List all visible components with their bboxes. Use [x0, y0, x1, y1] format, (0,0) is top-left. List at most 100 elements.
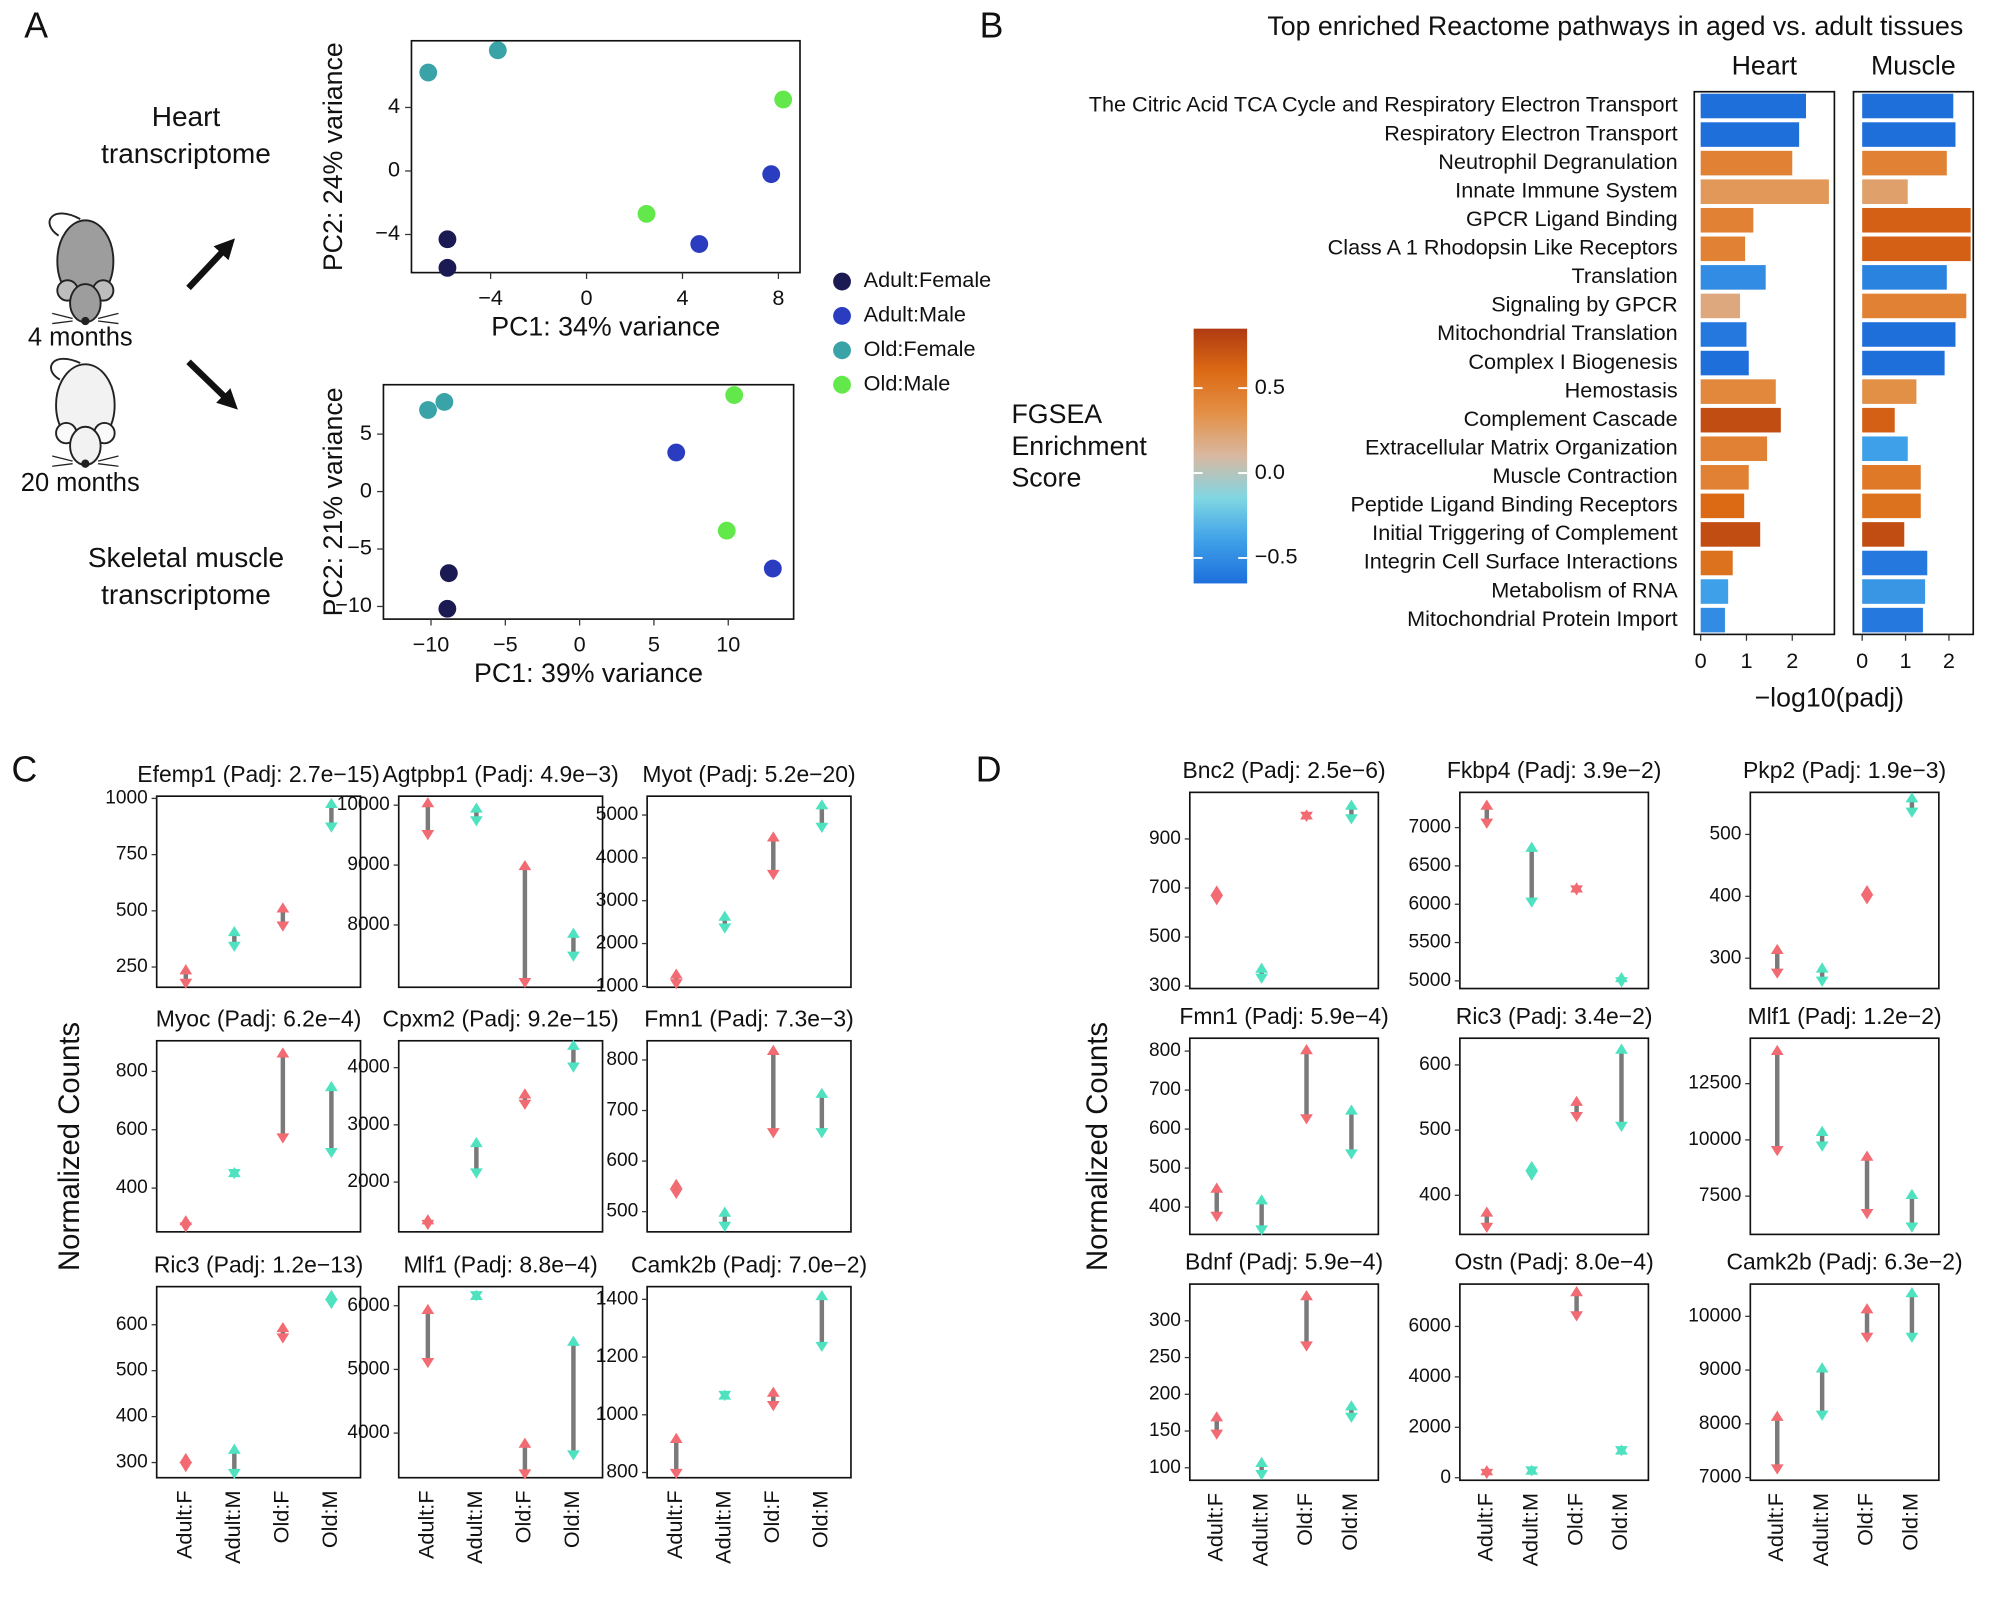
category-label: Hemostasis	[1565, 377, 1678, 402]
range-high	[1570, 1286, 1583, 1297]
range-high	[1525, 841, 1539, 852]
range-high	[1345, 1104, 1358, 1115]
y-tick-label: 700	[606, 1100, 638, 1121]
range-high	[1210, 1182, 1224, 1193]
range-low	[1905, 1222, 1919, 1233]
plot-frame	[382, 383, 795, 620]
legend-label: Adult:Female	[864, 267, 992, 292]
y-tick-label: 400	[116, 1406, 148, 1427]
range-low	[1345, 1149, 1358, 1160]
mouse-young	[48, 212, 119, 326]
category-label: Adult:M	[1808, 1493, 1833, 1566]
bar	[1700, 150, 1793, 176]
range-high	[1905, 1188, 1919, 1199]
category-label: Adult:M	[710, 1490, 735, 1563]
bar	[1700, 93, 1807, 119]
category-label: Muscle Contraction	[1492, 463, 1677, 488]
plot-frame	[1693, 90, 1836, 636]
range-low	[718, 1221, 732, 1232]
bar	[1700, 179, 1829, 204]
range-low	[276, 1133, 290, 1144]
range-low	[325, 822, 338, 833]
range-low	[669, 1468, 683, 1480]
range-low	[1210, 1211, 1224, 1222]
category-label: Class A 1 Rhodopsin Like Receptors	[1328, 235, 1678, 260]
range-high	[718, 910, 732, 921]
range-high	[1860, 885, 1874, 896]
x-tick-label: 8	[772, 285, 784, 310]
range-high	[669, 968, 683, 979]
legend-label: Adult:Male	[864, 302, 966, 327]
bar	[1700, 350, 1749, 376]
range-high	[1300, 809, 1313, 820]
y-tick-label: 150	[1149, 1420, 1181, 1441]
range-low	[669, 1188, 683, 1200]
range-low	[1525, 897, 1539, 908]
category-label: Old:F	[269, 1490, 294, 1543]
range-high	[276, 1047, 290, 1058]
range-high	[1210, 885, 1224, 896]
range-high	[766, 1386, 780, 1397]
y-tick-label: 12500	[1688, 1073, 1741, 1094]
point	[438, 599, 457, 618]
range-high	[1815, 1362, 1829, 1373]
x-tick-label: 2	[1786, 648, 1798, 673]
point	[763, 559, 782, 578]
category-label: Old:F	[1292, 1493, 1317, 1546]
range-low	[518, 1469, 532, 1480]
point	[725, 386, 744, 404]
category-label: Translation	[1571, 263, 1677, 288]
range-high	[1255, 1194, 1269, 1205]
point	[438, 230, 457, 249]
y-tick-label: 500	[1419, 1119, 1451, 1140]
range-low	[1860, 894, 1874, 905]
range-high	[1615, 1043, 1628, 1054]
y-tick-label: −4	[375, 220, 400, 245]
arrow	[186, 359, 238, 410]
y-tick-label: 7500	[1699, 1185, 1741, 1206]
plot-title: Fmn1 (Padj: 7.3e−3)	[644, 1005, 853, 1031]
range-high	[1770, 1044, 1784, 1056]
range-high	[518, 1437, 532, 1448]
legend-swatch	[833, 307, 851, 325]
x-tick-label: 1	[1740, 648, 1752, 673]
y-tick-label: 800	[606, 1462, 638, 1483]
range-high	[1255, 962, 1269, 973]
y-axis-label: Normalized Counts	[1081, 1022, 1114, 1271]
range-high	[766, 1044, 780, 1055]
chart-title: Top enriched Reactome pathways in aged v…	[1267, 11, 1963, 41]
bar	[1862, 265, 1947, 290]
range-high	[421, 1303, 435, 1315]
y-tick-label: 6500	[1408, 855, 1450, 876]
range-high	[1860, 1150, 1874, 1161]
plot-frame	[1852, 90, 1975, 636]
y-tick-label: 200	[1149, 1383, 1181, 1404]
bar	[1862, 550, 1928, 576]
category-label: Old:F	[1853, 1493, 1878, 1546]
y-tick-label: 400	[1419, 1184, 1451, 1205]
y-tick-label: 700	[1149, 1079, 1181, 1100]
range-high	[669, 1432, 683, 1443]
category-label: Initial Triggering of Complement	[1372, 520, 1678, 545]
range-low	[421, 1357, 435, 1369]
y-tick-label: 300	[1149, 1310, 1181, 1331]
range-high	[179, 1215, 193, 1226]
bar	[1700, 465, 1749, 490]
plot-title: Agtpbp1 (Padj: 4.9e−3)	[383, 761, 619, 787]
x-tick-label: −10	[413, 632, 450, 657]
plot-frame	[397, 795, 604, 989]
range-low	[1480, 1222, 1494, 1233]
range-high	[1615, 971, 1628, 983]
category-label: GPCR Ligand Binding	[1466, 206, 1678, 231]
range-high	[718, 1389, 732, 1400]
range-low	[766, 1128, 780, 1139]
y-tick-label: 2000	[596, 933, 638, 954]
x-tick-label: 5	[648, 632, 660, 657]
muscle-label: Skeletal muscle transcriptome	[87, 541, 285, 611]
range-high	[1770, 943, 1784, 955]
plot-frame	[155, 1285, 362, 1479]
x-tick-label: −4	[478, 285, 503, 310]
range-low	[1525, 1170, 1539, 1181]
bar	[1700, 436, 1768, 462]
